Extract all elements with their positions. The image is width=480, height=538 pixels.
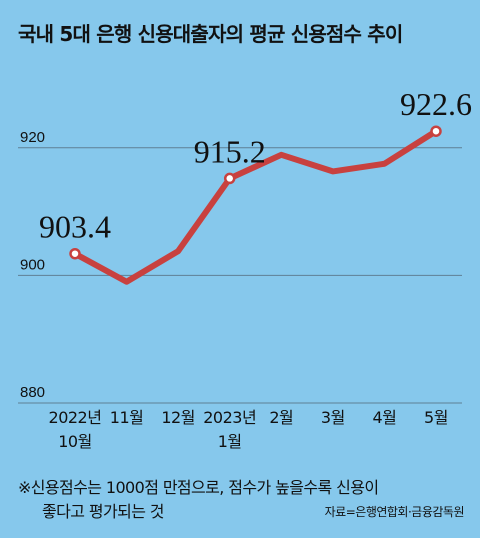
data-point-marker (430, 125, 442, 137)
x-axis-ticks: 2022년 10월 11월 12월 2023년 1월 2월 3월 4월 5월 (49, 408, 449, 451)
y-tick-label: 920 (20, 129, 45, 146)
data-label: 915.2 (194, 133, 266, 169)
y-axis-ticks: 880 900 920 (20, 129, 45, 401)
x-tick-label: 3월 (321, 408, 345, 427)
x-tick-label: 2월 (269, 408, 293, 427)
footnote: ※신용점수는 1000점 만점으로, 점수가 높을수록 신용이 좋다고 평가되는… (18, 476, 458, 524)
y-tick-label: 900 (20, 256, 45, 273)
x-tick-label: 1월 (218, 432, 242, 451)
source-note: 자료=은행연합회·금융감독원 (324, 505, 465, 519)
data-point-marker (69, 247, 81, 260)
footnote-line-1: ※신용점수는 1000점 만점으로, 점수가 높을수록 신용이 (18, 478, 379, 497)
x-tick-label: 10월 (58, 432, 92, 451)
data-label: 903.4 (39, 209, 111, 245)
series (72, 128, 439, 285)
data-labels: 903.4 915.2 922.6 (39, 86, 472, 244)
y-tick-label: 880 (20, 384, 45, 401)
x-tick-label: 5월 (424, 408, 448, 427)
footnote-line-2: 좋다고 평가되는 것 (42, 502, 165, 521)
gridlines (18, 147, 462, 404)
x-tick-label: 2023년 (203, 408, 256, 427)
data-points (69, 125, 442, 260)
series-line (72, 128, 439, 285)
data-point-marker (223, 172, 236, 185)
x-tick-label: 4월 (372, 408, 396, 427)
data-label: 922.6 (400, 86, 472, 122)
x-tick-label: 11월 (110, 408, 144, 427)
chart-title: 국내 5대 은행 신용대출자의 평균 신용점수 추이 (18, 22, 403, 46)
x-tick-label: 12월 (161, 408, 195, 427)
x-tick-label: 2022년 (49, 408, 102, 427)
